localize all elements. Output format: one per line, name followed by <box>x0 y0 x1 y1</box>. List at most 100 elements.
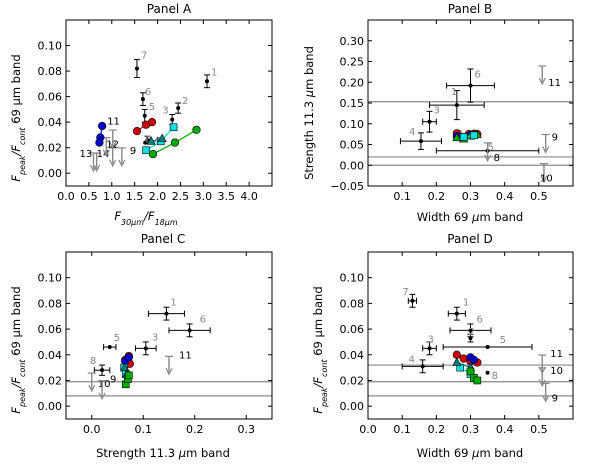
panel-b-upperlimit-arrow <box>540 175 548 183</box>
panel-c-series-blue-marker <box>124 353 133 362</box>
panel-b-upperlimit-arrow <box>542 146 550 154</box>
panel-a-ytick-label: 0.02 <box>38 142 63 155</box>
panel-a-upperlimit-label: 9 <box>130 146 136 157</box>
panel-a-point-label: 6 <box>145 87 151 98</box>
panel-c-point-label: 6 <box>200 314 206 325</box>
panel-b-upperlimit-label: 9 <box>552 133 558 144</box>
panel-d-ytick-label: 0.06 <box>340 323 365 336</box>
panel-b-xtick-label: 0.3 <box>462 190 480 203</box>
panel-c-upperlimit-arrow <box>88 384 96 393</box>
panel-b-series-cyan-marker <box>470 131 478 140</box>
panel-c-ytick-label: 0.04 <box>38 349 63 362</box>
panel-b-xtick-label: 0.1 <box>393 190 411 203</box>
panel-d-point <box>420 364 425 369</box>
panel-a-point-label: 8 <box>145 135 151 146</box>
panel-a-ytick-label: 0.04 <box>38 116 63 129</box>
panel-b-point-label: 5 <box>488 143 494 154</box>
panel-d-point-label: 5 <box>500 335 506 346</box>
panel-d-point <box>485 345 490 350</box>
panel-d-xtick-label: 0.1 <box>393 423 411 436</box>
panel-d-ytick-label: 0.08 <box>340 297 365 310</box>
panel-c-xtick-label: 0.2 <box>186 423 204 436</box>
panel-a-series-green-marker <box>170 138 180 147</box>
panel-b: Panel B 0.1 0.2 0.3 0.4 0.5 −0.05 0.00 0.05 0.10… <box>302 2 574 224</box>
panel-c-point <box>143 346 148 351</box>
panel-c-point-label: 5 <box>114 333 120 344</box>
panel-b-upperlimit-label: 10 <box>540 174 553 185</box>
panel-c-point <box>187 328 192 333</box>
panel-d-xtick-label: 0.2 <box>428 423 446 436</box>
panel-a-point <box>170 117 175 122</box>
panel-c-point <box>164 311 169 316</box>
panel-a-frame <box>65 19 273 187</box>
panel-c: Panel C 0.0 0.1 0.2 0.3 0.00 0.02 0.04 0.06 0.08… <box>9 232 273 460</box>
panel-a-series-cyan-marker <box>142 146 150 155</box>
panel-a-series-red-marker <box>147 118 157 127</box>
panel-a-xtick-label: 0.5 <box>80 190 98 203</box>
panel-d-point <box>427 346 432 351</box>
panel-d-xtick-label: 0.3 <box>462 423 480 436</box>
panel-d-upperlimit-label: 11 <box>550 349 563 360</box>
panel-d-upperlimit-label: 9 <box>552 393 558 404</box>
panel-c-point <box>100 368 105 373</box>
panel-a-upperlimit-label: 13 <box>79 149 92 160</box>
panel-a-xtick-label: 0.0 <box>57 190 75 203</box>
panel-b-point <box>418 139 423 144</box>
panel-c-upperlimit-label: 10 <box>98 379 111 390</box>
panel-a-series-red-marker <box>132 126 142 136</box>
panel-c-point <box>107 345 112 350</box>
panel-b-xtick-label: 0.4 <box>496 190 514 203</box>
panel-b-point-label: 6 <box>475 70 481 81</box>
panel-d-point <box>410 298 415 303</box>
panel-d-xlabel: Width 69 μm band <box>417 446 523 460</box>
panel-c-upperlimit-label: 11 <box>179 350 192 361</box>
panel-c-ylabel: Fpeak/Fcont 69 μm band <box>9 286 27 413</box>
panel-a-extra-label: 11 <box>107 117 120 128</box>
panel-b-upperlimit-label: 11 <box>548 78 561 89</box>
panel-a-ytick-label: 0.06 <box>38 91 63 104</box>
panel-a-xtick-label: 1.5 <box>126 190 144 203</box>
panel-a-point <box>134 66 139 71</box>
panel-d-series-green-marker <box>466 367 475 376</box>
panel-d-series-green-marker <box>473 376 482 385</box>
panel-b-xlabel: Width 69 μm band <box>417 210 523 224</box>
panel-a-series-green-marker <box>148 149 158 159</box>
panel-a-series-teal-marker <box>157 133 167 143</box>
panel-a-point-label: 4 <box>153 136 159 147</box>
panel-a-xtick-label: 1.0 <box>103 190 121 203</box>
panel-d-series-blue-marker <box>469 355 479 365</box>
panel-b-title: Panel B <box>448 2 492 16</box>
panel-b-ytick-label: 0.15 <box>340 97 365 110</box>
panel-a-upperlimit-label: 14 <box>97 149 110 160</box>
panel-a-series-green-marker <box>192 125 201 134</box>
panel-c-ytick-label: 0.06 <box>38 323 63 336</box>
panel-b-xtick-label: 0.5 <box>530 190 548 203</box>
panel-d-xtick-label: 0.5 <box>530 423 548 436</box>
panel-a-point <box>145 138 150 143</box>
panel-a-point-label: 3 <box>162 106 168 117</box>
panel-b-ylabel: Strength 11.3 μm band <box>302 46 316 180</box>
panel-a-series-teal-marker <box>146 136 156 145</box>
panel-c-series-green-marker <box>125 371 133 380</box>
panel-d: Panel D 0.0 0.1 0.2 0.3 0.4 0.5 0.00 0.02 0.04 0.… <box>311 232 574 460</box>
panel-a-upperlimit-arrow <box>89 164 98 173</box>
panel-a-point-label: 2 <box>182 96 188 107</box>
panel-b-point-label: 1 <box>451 87 457 98</box>
panel-a-point <box>176 106 181 111</box>
panel-b-ytick-label: 0.20 <box>340 76 365 89</box>
panel-d-ytick-label: 0.02 <box>340 374 365 387</box>
panel-a-series-blue-marker <box>95 138 104 147</box>
panel-d-point <box>468 336 473 341</box>
panel-d-point <box>454 311 459 316</box>
panel-c-ytick-label: 0.00 <box>38 400 63 413</box>
panel-b-point <box>454 103 459 108</box>
panel-b-ytick-label: 0.10 <box>340 118 365 131</box>
panel-d-ytick-label: 0.04 <box>340 349 365 362</box>
panel-a: Panel A 0.0 0.5 1.0 1.5 2.0 2.5 3.0 3.5 4.0 0.00 0… <box>9 2 273 227</box>
panel-c-point-label: 1 <box>170 298 176 309</box>
panel-d-xtick-label: 0.4 <box>496 423 514 436</box>
panel-d-frame <box>367 251 574 420</box>
panel-b-ytick-label: 0.05 <box>340 139 365 152</box>
panel-b-ytick-label: 0.00 <box>340 159 365 172</box>
panel-d-point-label: 6 <box>477 314 483 325</box>
